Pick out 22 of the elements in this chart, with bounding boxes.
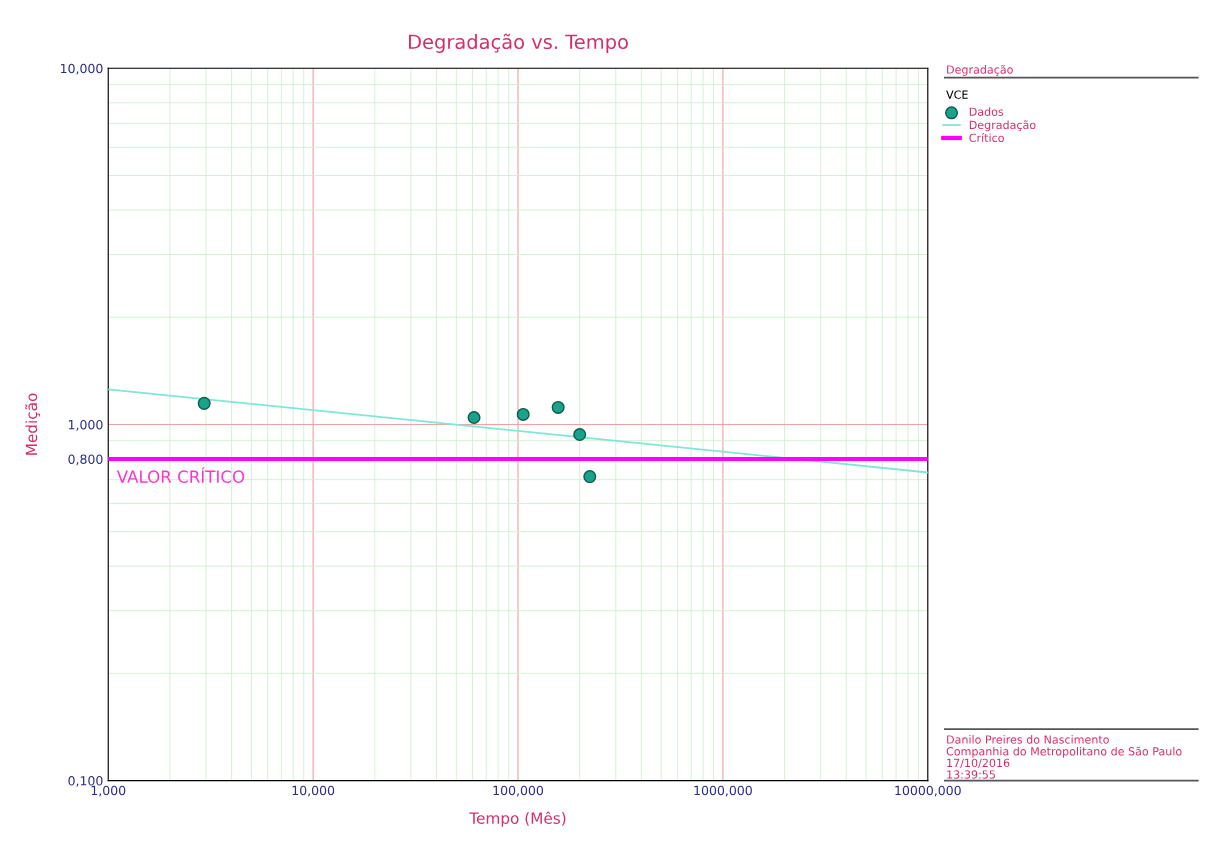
y-tick-label: 0,100 — [68, 776, 103, 787]
legend-title: Degradação — [947, 64, 1013, 76]
x-tick-label: 100,000 — [493, 785, 544, 797]
x-tick-label: 10,000 — [292, 785, 335, 797]
y-tick-label: 10,000 — [61, 63, 103, 75]
annotation: VALOR CRÍTICO — [116, 467, 245, 483]
legend-label: Dados — [969, 107, 1004, 116]
text: 13:39:55 — [947, 770, 995, 779]
chart-title: Degradação vs. Tempo — [409, 33, 628, 53]
legend-label: Crítico — [969, 132, 1004, 143]
text: Companhia do Metropolitano de São Paulo — [946, 746, 1182, 758]
x-tick-label: 10000,000 — [895, 785, 961, 797]
text: 17/10/2016 — [947, 758, 1010, 768]
y-tick-label: 1,000 — [68, 419, 103, 431]
text: VCE — [946, 90, 968, 99]
y-tick-label: 0,800 — [68, 454, 103, 466]
x-tick-label: 1,000 — [91, 785, 126, 797]
x-axis-title: Tempo (Mês) — [469, 811, 566, 827]
legend-label: Degradação — [969, 120, 1036, 132]
x-tick-label: 1000,000 — [694, 785, 752, 797]
text: Danilo Preires do Nascimento — [947, 735, 1109, 744]
y-axis-title: Medição — [25, 393, 40, 455]
